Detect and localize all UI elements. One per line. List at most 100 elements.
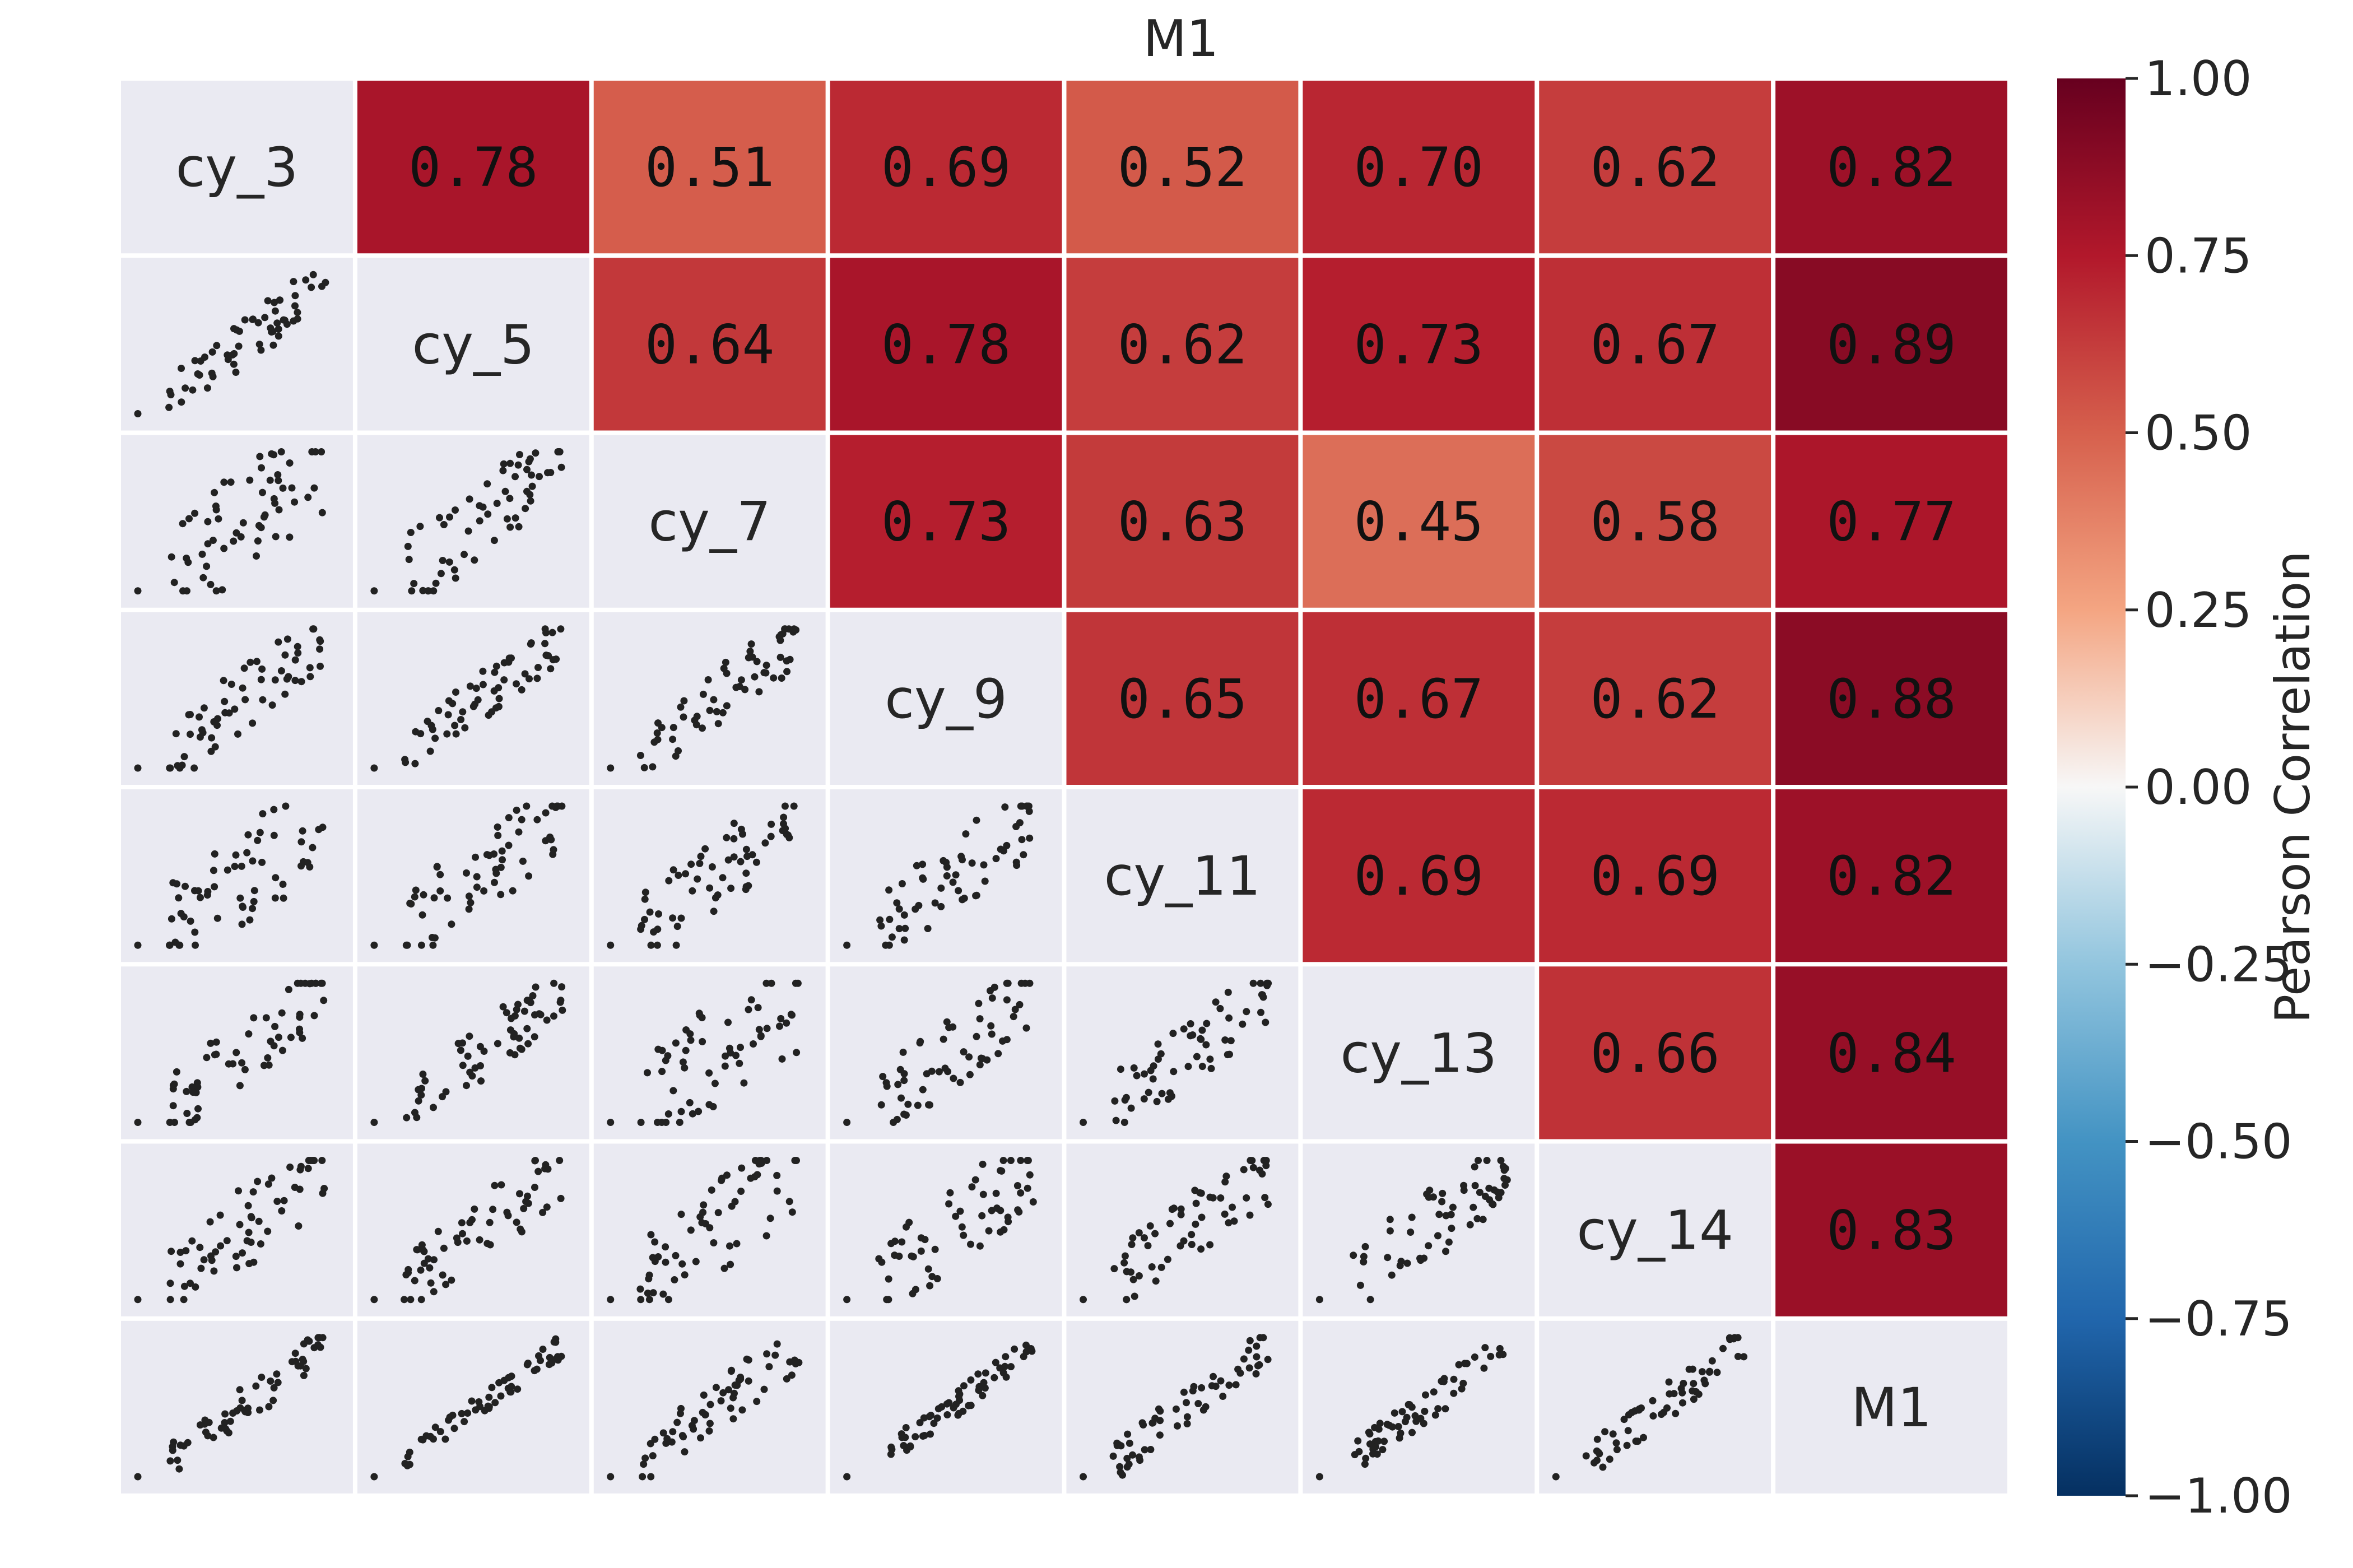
scatter-point xyxy=(1417,1415,1425,1422)
correlation-value: 0.77 xyxy=(1826,491,1956,553)
scatter-point xyxy=(664,1296,672,1304)
scatter-point xyxy=(476,1403,484,1411)
scatter-point xyxy=(1471,1181,1479,1189)
scatter-point xyxy=(1177,1211,1185,1218)
scatter-point xyxy=(898,1094,905,1102)
scatter-point xyxy=(705,1101,713,1109)
scatter-point xyxy=(1460,1187,1468,1194)
diagonal-cell-bg xyxy=(121,81,353,254)
scatter-point xyxy=(727,885,735,892)
scatter-point xyxy=(960,1048,968,1056)
scatter-point xyxy=(194,1105,202,1113)
correlation-cell-bg xyxy=(1303,81,1535,254)
scatter-point xyxy=(494,831,502,839)
scatter-point xyxy=(1470,1203,1477,1211)
scatter-point xyxy=(1246,1337,1254,1344)
scatter-point xyxy=(933,1414,941,1422)
scatter-point xyxy=(203,1054,211,1062)
scatter-point xyxy=(546,1353,554,1361)
scatter-cell xyxy=(593,612,826,785)
scatter-point xyxy=(280,894,287,902)
scatter-point xyxy=(495,684,503,692)
scatter-point xyxy=(306,664,314,672)
scatter-point xyxy=(1080,1296,1087,1304)
scatter-point xyxy=(276,296,284,304)
scatter-point xyxy=(1133,1072,1141,1080)
scatter-point xyxy=(264,1054,272,1062)
correlation-cell-bg xyxy=(830,81,1062,254)
scatter-point xyxy=(979,1392,987,1399)
scatter-point xyxy=(505,814,513,822)
scatter-point xyxy=(542,809,550,817)
scatter-point xyxy=(250,1014,258,1022)
scatter-point xyxy=(417,1091,425,1099)
scatter-point xyxy=(275,1034,282,1041)
colorbar-ticks: 1.00 0.75 0.50 0.25 0.00 −0.25 −0.50 −0.75 −1.00 xyxy=(2126,51,2292,1524)
scatter-point xyxy=(211,850,218,858)
scatter-point xyxy=(203,891,211,899)
correlation-cell: 0.64 xyxy=(593,258,826,431)
scatter-point xyxy=(987,1022,995,1030)
scatter-point xyxy=(250,887,258,895)
scatter-point xyxy=(750,1040,757,1048)
correlation-value: 0.45 xyxy=(1354,491,1484,553)
scatter-point xyxy=(271,1022,279,1030)
scatter-point xyxy=(708,863,716,871)
scatter-point xyxy=(1229,1203,1236,1211)
scatter-point xyxy=(976,1015,984,1023)
scatter-point xyxy=(529,992,537,999)
correlation-cell: 0.88 xyxy=(1775,612,2007,785)
scatter-point xyxy=(552,655,560,663)
scatter-point xyxy=(1129,1276,1137,1283)
scatter-point xyxy=(483,480,491,488)
scatter-point xyxy=(1373,1450,1381,1458)
scatter-point xyxy=(1192,1220,1199,1228)
scatter-point xyxy=(999,1037,1006,1045)
colorbar-label: Pearson Correlation xyxy=(2265,551,2321,1023)
diagonal-cell-bg xyxy=(1066,789,1299,962)
scatter-point xyxy=(1225,1219,1233,1227)
scatter-point xyxy=(415,1097,422,1105)
scatter-point xyxy=(187,731,194,738)
scatter-point xyxy=(1151,1415,1159,1422)
scatter-point xyxy=(464,1409,472,1417)
scatter-point xyxy=(765,1363,773,1371)
scatter-point xyxy=(197,894,204,901)
scatter-point xyxy=(1262,1018,1269,1026)
scatter-point xyxy=(778,674,785,682)
scatter-point xyxy=(954,1411,962,1419)
scatter-point xyxy=(191,509,199,517)
scatter-point xyxy=(174,762,182,770)
scatter-point xyxy=(1180,1025,1188,1033)
scatter-point xyxy=(370,941,378,949)
scatter-point xyxy=(232,1049,240,1057)
scatter-point xyxy=(189,386,197,394)
scatter-point xyxy=(662,1258,669,1266)
scatter-point xyxy=(212,1248,220,1256)
scatter-cell xyxy=(830,1320,1062,1493)
scatter-point xyxy=(1582,1452,1590,1460)
scatter-cell xyxy=(1066,966,1299,1139)
scatter-point xyxy=(225,709,233,717)
correlation-cell: 0.89 xyxy=(1775,258,2007,431)
scatter-point xyxy=(711,1080,719,1087)
scatter-point xyxy=(979,1190,987,1198)
scatter-point xyxy=(420,891,427,899)
scatter-point xyxy=(1026,979,1034,987)
scatter-point xyxy=(506,523,514,531)
variable-label: M1 xyxy=(1851,1376,1932,1439)
scatter-point xyxy=(270,451,278,459)
scatter-point xyxy=(243,849,251,857)
scatter-point xyxy=(919,860,927,868)
scatter-point xyxy=(672,1251,680,1259)
correlation-value: 0.69 xyxy=(1591,845,1720,908)
scatter-point xyxy=(727,1260,734,1268)
correlation-cell-bg xyxy=(1775,81,2007,254)
scatter-point xyxy=(531,1011,538,1019)
scatter-point xyxy=(239,1249,246,1257)
scatter-point xyxy=(241,1408,249,1416)
scatter-point xyxy=(252,1382,260,1390)
scatter-point xyxy=(1599,1463,1607,1471)
scatter-point xyxy=(1264,1356,1272,1364)
scatter-point xyxy=(1396,1262,1404,1269)
